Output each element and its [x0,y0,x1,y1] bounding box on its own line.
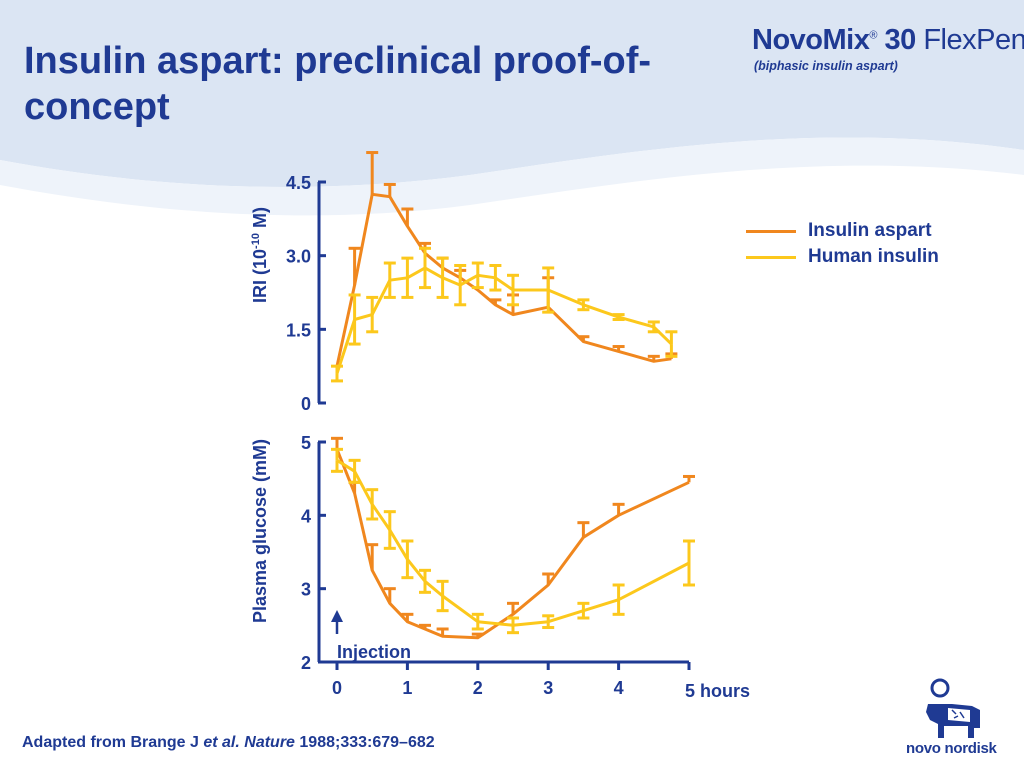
page-title: Insulin aspart: preclinical proof-of-con… [24,40,652,128]
x-tick-label-0: 0 [332,678,342,698]
series-line-insulin-aspart-0 [335,192,672,367]
y-tick-label-0-1: 1.5 [286,320,311,340]
y-tick-label-1-1: 3 [301,580,311,600]
injection-annotation: Injection [337,642,411,662]
brand-subtitle: (biphasic insulin aspart) [754,59,898,73]
legend-swatch-insulin-aspart [746,229,796,233]
series-line-insulin-aspart-1 [335,448,690,640]
x-tick-label-1: 1 [402,678,412,698]
series-line-human-insulin-1 [336,459,690,627]
y-tick-label-0-0: 0 [301,394,311,414]
x-tick-label-4: 4 [614,678,624,698]
citation: Adapted from Brange J et al. Nature 1988… [22,734,435,751]
y-axis-title-glucose: Plasma glucose (mM) [250,439,270,623]
legend-label-insulin-aspart: Insulin aspart [808,220,932,241]
injection-arrow-icon [331,610,343,622]
legend-swatch-human-insulin [746,255,796,259]
y-tick-label-0-2: 3.0 [286,247,311,267]
x-tick-label-2: 2 [473,678,483,698]
y-axis-title-iri: IRI (10-10 M) [250,207,270,303]
brand-logo: NovoMix® 30 FlexPen® (biphasic insulin a… [752,24,1024,73]
legend-label-human-insulin: Human insulin [808,246,939,267]
y-tick-label-1-3: 5 [301,433,311,453]
brand-wordmark: NovoMix® 30 FlexPen® [752,24,1024,56]
series-line-human-insulin-0 [335,266,673,374]
x-tick-label-5: 5 hours [685,681,750,701]
y-tick-label-1-2: 4 [301,506,311,526]
y-tick-label-1-0: 2 [301,653,311,673]
x-tick-label-3: 3 [543,678,553,698]
company-name: novo nordisk [906,740,997,757]
legend-item-human-insulin: Human insulin [746,244,939,270]
legend-item-insulin-aspart: Insulin aspart [746,218,939,244]
chart-legend: Insulin aspart Human insulin [746,218,939,270]
y-tick-label-0-3: 4.5 [286,173,311,193]
novo-nordisk-bull-logo [926,678,980,738]
